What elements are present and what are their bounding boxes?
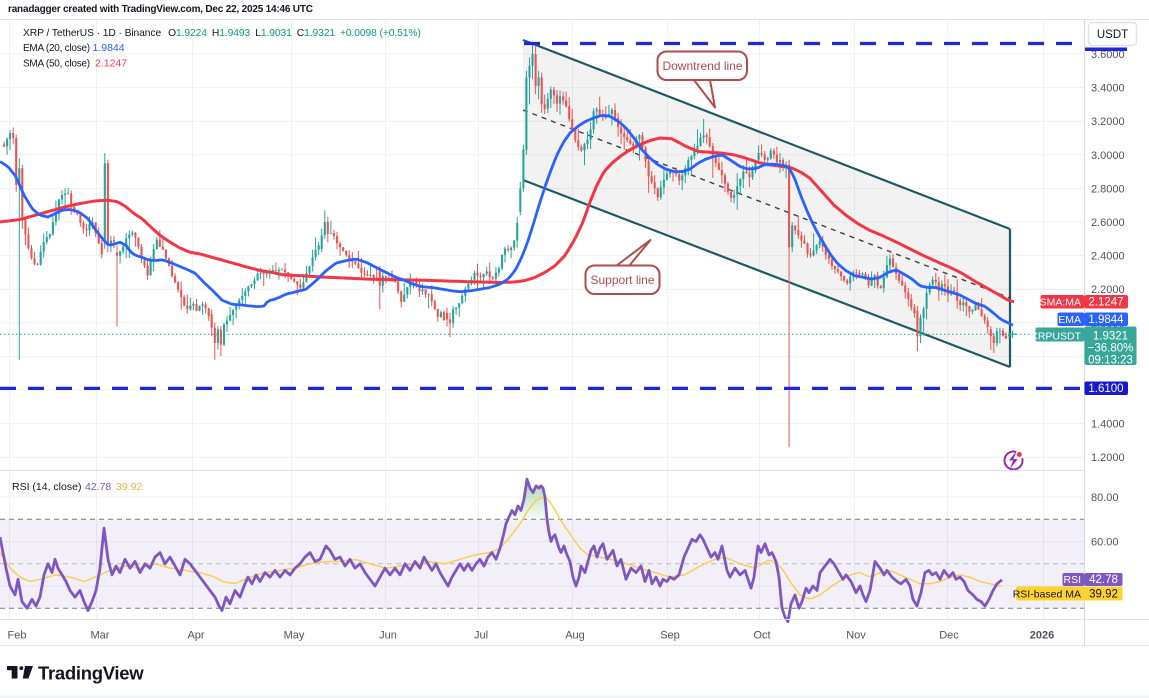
svg-text:USDT: USDT (1097, 29, 1128, 41)
svg-text:Feb: Feb (8, 630, 27, 642)
svg-text:2.2000: 2.2000 (1091, 284, 1125, 296)
svg-text:3.6000: 3.6000 (1091, 49, 1125, 61)
svg-text:1.9844: 1.9844 (1088, 314, 1124, 326)
svg-text:Nov: Nov (846, 630, 866, 642)
svg-text:2.6000: 2.6000 (1091, 217, 1125, 229)
svg-text:TradingView: TradingView (38, 663, 144, 684)
svg-text:3.2000: 3.2000 (1091, 116, 1125, 128)
svg-text:SMA:MA: SMA:MA (1040, 297, 1081, 309)
svg-text:RSI: RSI (1063, 574, 1081, 586)
svg-text:Mar: Mar (91, 630, 110, 642)
svg-text:39.92: 39.92 (1089, 589, 1118, 601)
svg-text:Downtrend line: Downtrend line (662, 59, 742, 73)
svg-text:EMA: EMA (1058, 314, 1081, 326)
svg-text:1.9844: 1.9844 (93, 42, 125, 54)
svg-text:2.1247: 2.1247 (1088, 297, 1123, 309)
svg-text:Apr: Apr (187, 630, 204, 642)
svg-text:1.4000: 1.4000 (1091, 419, 1125, 431)
svg-text:Jul: Jul (474, 630, 488, 642)
svg-text:2.1247: 2.1247 (95, 58, 127, 70)
svg-text:60.00: 60.00 (1091, 537, 1119, 549)
svg-text:2.8000: 2.8000 (1091, 183, 1125, 195)
svg-text:1.2000: 1.2000 (1091, 452, 1125, 464)
svg-text:42.78: 42.78 (85, 481, 111, 493)
svg-text:RSI (14, close): RSI (14, close) (12, 481, 81, 493)
svg-text:09:13:23: 09:13:23 (1088, 355, 1133, 367)
svg-text:Sep: Sep (660, 630, 680, 642)
svg-text:EMA (20, close): EMA (20, close) (23, 43, 90, 54)
svg-text:1.9321: 1.9321 (1093, 331, 1128, 343)
svg-text:2.4000: 2.4000 (1091, 251, 1125, 263)
svg-text:Aug: Aug (565, 630, 585, 642)
svg-text:RSI-based MA: RSI-based MA (1013, 589, 1081, 601)
svg-text:SMA (50, close): SMA (50, close) (23, 59, 90, 70)
svg-text:Oct: Oct (753, 630, 770, 642)
svg-text:80.00: 80.00 (1091, 492, 1119, 504)
svg-text:42.78: 42.78 (1089, 574, 1118, 586)
svg-text:39.92: 39.92 (116, 481, 142, 493)
svg-text:Support line: Support line (590, 273, 654, 287)
svg-text:May: May (284, 630, 305, 642)
svg-text:3.0000: 3.0000 (1091, 150, 1125, 162)
svg-text:−36.80%: −36.80% (1088, 343, 1134, 355)
svg-text:3.4000: 3.4000 (1091, 83, 1125, 95)
svg-text:1.6100: 1.6100 (1088, 383, 1123, 395)
svg-text:2026: 2026 (1030, 630, 1054, 642)
svg-text:Jun: Jun (379, 630, 397, 642)
svg-text:ranadagger created with Tradin: ranadagger created with TradingView.com,… (8, 4, 313, 15)
svg-text:XRPUSDT: XRPUSDT (1031, 331, 1082, 343)
svg-text:Dec: Dec (939, 630, 959, 642)
